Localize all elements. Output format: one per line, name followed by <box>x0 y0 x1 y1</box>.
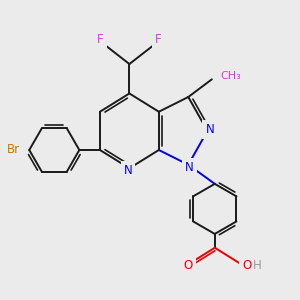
Text: H: H <box>253 259 262 272</box>
Text: O: O <box>242 259 251 272</box>
Text: CH₃: CH₃ <box>221 71 242 81</box>
Text: F: F <box>155 33 162 46</box>
Text: O: O <box>184 259 193 272</box>
Text: F: F <box>97 33 104 46</box>
Text: Br: Br <box>7 143 20 157</box>
Text: N: N <box>124 164 132 177</box>
Text: N: N <box>206 123 214 136</box>
Text: N: N <box>185 161 194 174</box>
